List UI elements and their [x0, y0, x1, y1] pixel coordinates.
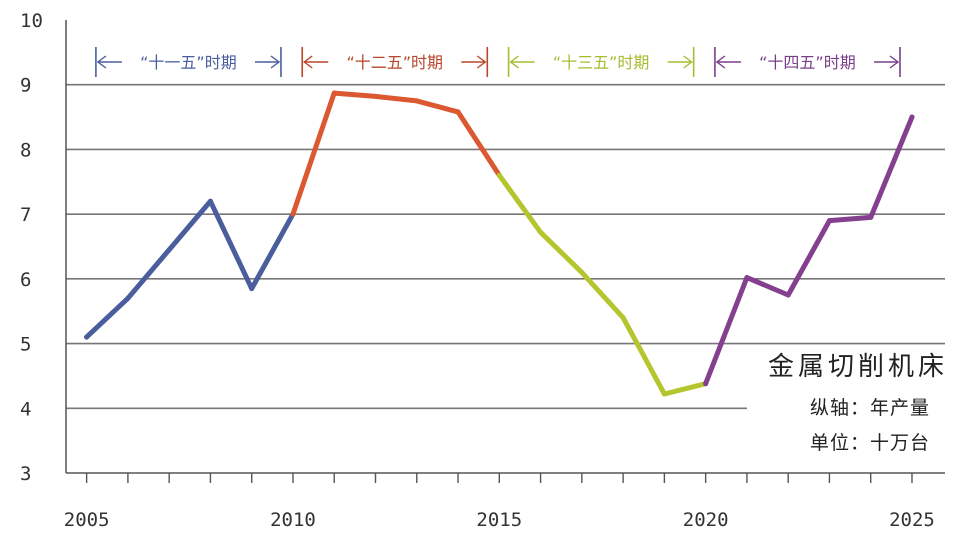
data-point [331, 90, 337, 96]
series-segment-4 [703, 114, 915, 387]
series-line [703, 114, 915, 387]
y-tick-labels: 3 4 5 6 7 8 9 10 [20, 10, 43, 485]
y-tick-label: 3 [20, 463, 31, 485]
period-bracket-4: “十四五”时期 [714, 47, 901, 77]
x-tick-label: 2010 [270, 509, 316, 531]
annotation-unit-note: 单位：十万台 [810, 432, 930, 454]
data-point [785, 292, 791, 298]
annotation-axis-note: 纵轴：年产量 [810, 397, 930, 419]
data-point [84, 334, 90, 340]
period-bracket-1: “十一五”时期 [95, 47, 282, 77]
period-label: “十二五”时期 [346, 53, 443, 72]
period-right-arrowhead [683, 55, 693, 69]
data-point [373, 93, 379, 99]
period-left-arrowhead [715, 55, 726, 69]
y-tick-label: 4 [20, 398, 31, 420]
period-label: “十四五”时期 [759, 53, 856, 72]
period-bracket-2: “十二五”时期 [301, 47, 489, 77]
data-point [538, 229, 544, 235]
data-point [455, 109, 461, 115]
series-line [84, 198, 296, 340]
annotation-title: 金属切削机床 [768, 352, 948, 382]
data-point [125, 295, 131, 301]
data-point [868, 214, 874, 220]
x-tick-label: 2015 [476, 509, 522, 531]
period-left-arrowhead [96, 55, 107, 69]
y-tick-label: 7 [20, 204, 31, 226]
data-point [166, 247, 172, 253]
data-point [207, 198, 213, 204]
data-point [909, 114, 915, 120]
period-label: “十三五”时期 [553, 53, 650, 72]
period-left-arrowhead [303, 55, 313, 69]
y-tick-label: 8 [20, 139, 31, 161]
period-label: “十一五”时期 [140, 53, 237, 72]
period-right-arrowhead [889, 55, 900, 69]
y-tick-label: 5 [20, 334, 31, 356]
data-point [249, 286, 255, 292]
period-right-arrowhead [270, 55, 281, 69]
data-point [414, 98, 420, 104]
data-point [620, 315, 626, 321]
y-tick-label: 9 [20, 75, 31, 97]
period-right-arrowhead [476, 55, 487, 69]
period-left-arrowhead [509, 55, 519, 69]
data-point [826, 218, 832, 224]
series-segment-2 [290, 90, 502, 217]
series-lines [84, 90, 915, 397]
gridlines [66, 83, 945, 410]
series-segment-3 [496, 172, 709, 397]
annotation-block: 金属切削机床 纵轴：年产量 单位：十万台 [768, 352, 948, 454]
x-tick-label: 2025 [889, 509, 935, 531]
data-point [579, 269, 585, 275]
x-tick-labels: 2005 2010 2015 2020 2025 [64, 473, 935, 531]
period-brackets: “十一五”时期 “十二五”时期 “十三五”时期 “十四五”时期 [95, 47, 901, 77]
axes [65, 20, 945, 474]
data-point [496, 172, 502, 178]
y-tick-label: 10 [20, 10, 43, 32]
y-tick-label: 6 [20, 269, 31, 291]
data-point [661, 391, 667, 397]
series-line [496, 172, 709, 397]
x-tick-label: 2005 [64, 509, 110, 531]
data-point [744, 275, 750, 281]
series-line [290, 90, 502, 217]
x-tick-label: 2020 [683, 509, 729, 531]
period-bracket-3: “十三五”时期 [507, 47, 695, 77]
data-point [703, 381, 709, 387]
series-segment-1 [84, 198, 296, 340]
data-point [290, 211, 296, 217]
